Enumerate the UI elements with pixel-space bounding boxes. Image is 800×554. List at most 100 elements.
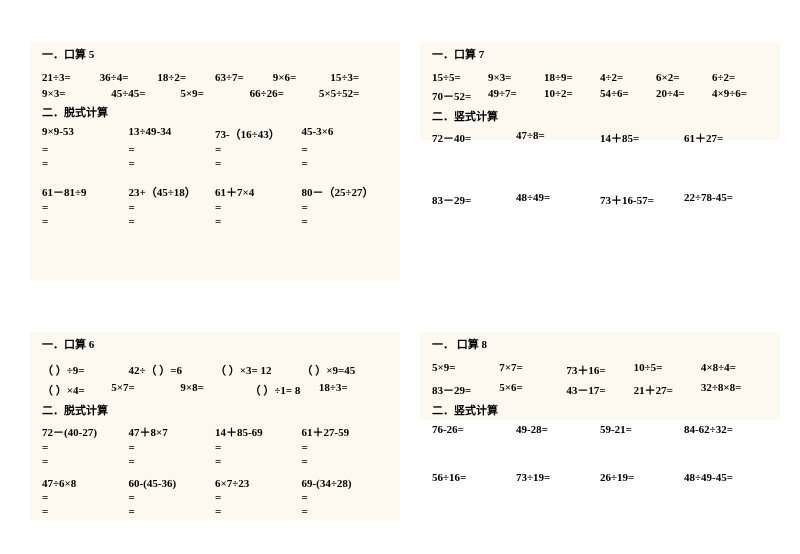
- q1-ga: 9×9-53 13÷49-34 73-（16÷43） 45-3×6: [42, 126, 388, 142]
- eqrow: ====: [42, 442, 388, 454]
- eqrow: ====: [42, 492, 388, 504]
- p: 5×9=: [180, 88, 249, 100]
- q1-gb: 61－81÷9 23+（45÷18） 61＋7×4 80－（25÷27）: [42, 184, 388, 200]
- p: 18÷3=: [319, 382, 388, 398]
- q4-sec2: 二．竖式计算: [432, 402, 768, 418]
- p: （ ）×4=: [42, 382, 111, 398]
- p: 56÷16=: [432, 472, 516, 484]
- quadrant-2: 15÷5= 9×3= 18÷9= 4÷2= 6×2= 6÷2= 70－52= 4…: [420, 60, 780, 140]
- q1-r2: 9×3= 45÷45= 5×9= 66÷26= 5×5÷52=: [42, 88, 388, 100]
- p: 7×7=: [499, 362, 566, 378]
- eqrow: ====: [42, 144, 388, 156]
- p: 61＋7×4: [215, 184, 302, 200]
- eq: =: [302, 144, 389, 156]
- p: （ ）÷9=: [42, 362, 129, 378]
- p: 21＋27=: [634, 382, 701, 398]
- eq: =: [129, 492, 216, 504]
- eq: =: [215, 492, 302, 504]
- eq: =: [215, 442, 302, 454]
- p: 9×8=: [180, 382, 249, 398]
- q2-r2: 70－52= 49÷7= 10÷2= 54÷6= 20÷4= 4×9÷6=: [432, 88, 768, 104]
- q2-r1: 15÷5= 9×3= 18÷9= 4÷2= 6×2= 6÷2=: [432, 72, 768, 84]
- p: 61＋27-59: [302, 424, 389, 440]
- p: 70－52=: [432, 88, 488, 104]
- eq: =: [129, 506, 216, 518]
- q3-r1: （ ）÷9= 42÷（ ）=6 （ ）×3= 12 （ ）×9=45: [42, 362, 388, 378]
- q2-sec2: 二．竖式计算: [432, 108, 768, 124]
- p: （ ）×3= 12: [215, 362, 302, 378]
- eq: =: [42, 506, 129, 518]
- p: 73＋16-57=: [600, 192, 684, 208]
- p: 5×9=: [432, 362, 499, 378]
- p: 10÷5=: [634, 362, 701, 378]
- p: 47÷6×8: [42, 478, 129, 490]
- q3-gb: 47÷6×8 60-(45-36) 6×7÷23 69-(34÷28): [42, 478, 388, 490]
- q3-sec2: 二．脱式计算: [42, 402, 388, 418]
- p: 18÷2=: [157, 72, 215, 84]
- p: 54÷6=: [600, 88, 656, 104]
- quadrant-4b: 56÷16= 73÷19= 26÷19= 48÷49-45=: [420, 420, 780, 520]
- eqrow: ====: [42, 506, 388, 518]
- eq: =: [42, 144, 129, 156]
- eq: =: [302, 158, 389, 170]
- p: 72－(40-27): [42, 424, 129, 440]
- p: 23+（45÷18）: [129, 184, 216, 200]
- q2-r4: 83－29= 48÷49= 73＋16-57= 22÷78-45=: [432, 192, 768, 208]
- eq: =: [42, 202, 129, 214]
- p: 5×6=: [499, 382, 566, 398]
- p: 43－17=: [566, 382, 633, 398]
- q1-sec2: 二．脱式计算: [42, 104, 388, 120]
- p: 49÷7=: [488, 88, 544, 104]
- eqrow: ====: [42, 456, 388, 468]
- p: 48÷49=: [516, 192, 600, 208]
- p: 6÷2=: [712, 72, 768, 84]
- q3-ga: 72－(40-27) 47＋8×7 14＋85-69 61＋27-59: [42, 424, 388, 440]
- quadrant-2b: 83－29= 48÷49= 73＋16-57= 22÷78-45=: [420, 140, 780, 260]
- eq: =: [129, 456, 216, 468]
- p: 61－81÷9: [42, 184, 129, 200]
- quadrant-3: （ ）÷9= 42÷（ ）=6 （ ）×3= 12 （ ）×9=45 （ ）×4…: [30, 350, 400, 520]
- p: 69-(34÷28): [302, 478, 389, 490]
- p: 48÷49-45=: [684, 472, 768, 484]
- eq: =: [215, 506, 302, 518]
- p: 14＋85-69: [215, 424, 302, 440]
- quadrant-4: 5×9= 7×7= 73＋16= 10÷5= 4×8÷4= 83－29= 5×6…: [420, 350, 780, 420]
- q4-r4: 56÷16= 73÷19= 26÷19= 48÷49-45=: [432, 472, 768, 484]
- eq: =: [215, 144, 302, 156]
- p: 9×9-53: [42, 126, 129, 142]
- p: 42÷（ ）=6: [129, 362, 216, 378]
- p: 4÷2=: [600, 72, 656, 84]
- p: 36÷4=: [100, 72, 158, 84]
- eqrow: ====: [42, 158, 388, 170]
- p: 83－29=: [432, 382, 499, 398]
- p: 47＋8×7: [129, 424, 216, 440]
- eq: =: [129, 202, 216, 214]
- p: 21÷3=: [42, 72, 100, 84]
- eq: =: [129, 158, 216, 170]
- p: 80－（25÷27）: [302, 184, 389, 200]
- p: 60-(45-36): [129, 478, 216, 490]
- q3-r2: （ ）×4= 5×7= 9×8= （ ）÷1= 8 18÷3=: [42, 382, 388, 398]
- eq: =: [42, 216, 129, 228]
- p: 5×5÷52=: [319, 88, 388, 100]
- quadrant-1: 21÷3= 36÷4= 18÷2= 63÷7= 9×6= 15÷3= 9×3= …: [30, 60, 400, 280]
- p: 5×7=: [111, 382, 180, 398]
- eqrow: ====: [42, 216, 388, 228]
- p: 20÷4=: [656, 88, 712, 104]
- eq: =: [129, 442, 216, 454]
- p: 63÷7=: [215, 72, 273, 84]
- eq: =: [215, 216, 302, 228]
- p: 32÷8×8=: [701, 382, 768, 398]
- eq: =: [42, 456, 129, 468]
- eq: =: [302, 442, 389, 454]
- eq: =: [215, 158, 302, 170]
- p: 45-3×6: [302, 126, 389, 142]
- p: 10÷2=: [544, 88, 600, 104]
- eq: =: [42, 492, 129, 504]
- p: 6×2=: [656, 72, 712, 84]
- p: 15÷5=: [432, 72, 488, 84]
- eq: =: [215, 202, 302, 214]
- eq: =: [302, 202, 389, 214]
- p: （ ）×9=45: [302, 362, 389, 378]
- p: 4×8÷4=: [701, 362, 768, 378]
